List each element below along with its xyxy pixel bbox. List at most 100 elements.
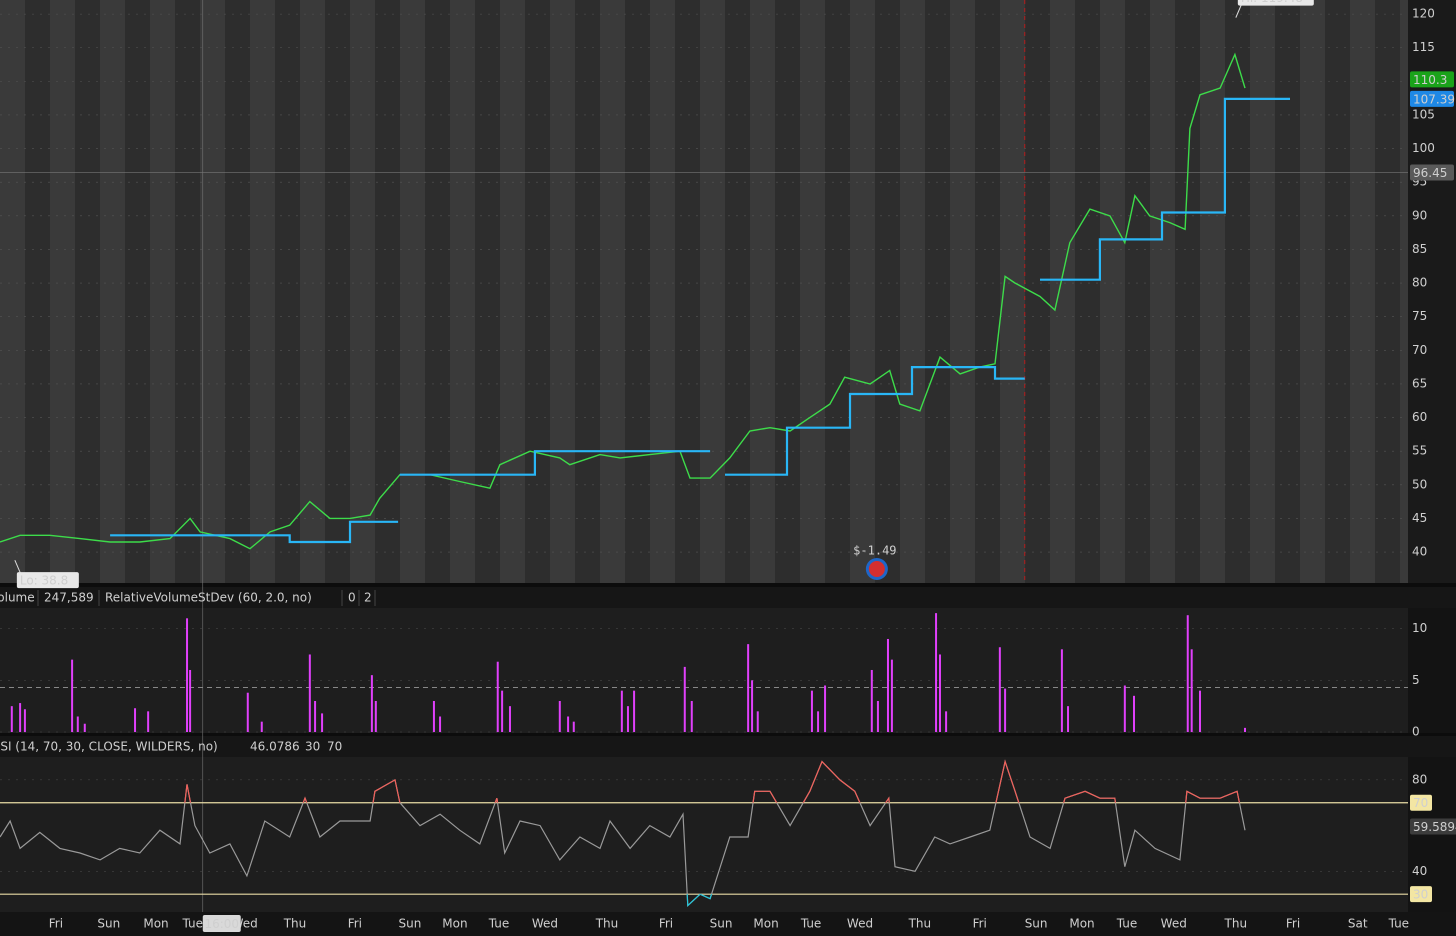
volume-bar [374,700,377,732]
volume-bar [134,708,137,732]
price-label: 110.3 [1413,73,1447,87]
y-tick-label: 10 [1412,621,1427,635]
divider [0,733,1456,736]
x-tick-label: Sat [1348,917,1368,931]
y-tick-label: 80 [1412,276,1427,290]
y-tick-label: 75 [1412,309,1427,323]
volume-bar [998,647,1001,732]
level-label: 70 [1413,796,1428,810]
volume-bar [1067,706,1070,732]
annotation: $-1.49 [853,544,896,558]
header-value: 46.0786 [250,740,300,754]
header-param: 0 [348,591,356,605]
volume-bar [83,723,86,732]
crosshair-label-box [202,915,241,932]
volume-bar [71,659,74,732]
x-tick-label: Sun [710,917,733,931]
volume-bar [1190,649,1193,732]
price-label-box [1410,164,1454,181]
volume-bar [508,706,511,732]
volume-bar [321,713,324,732]
volume-bar [19,703,22,732]
x-tick-label: Tue [488,917,510,931]
x-tick-label: Thu [1224,917,1248,931]
annotation-box [16,572,79,589]
x-axis [0,912,1456,936]
annotation: Lo: 38.8 [20,574,68,588]
volume-header [0,587,1456,608]
x-tick-label: Fri [659,917,673,931]
level-label-box [1410,794,1432,811]
x-tick-label: Thu [283,917,307,931]
y-tick-label: 0 [1412,725,1420,739]
price-panel [0,0,1408,583]
price-line [0,52,1246,550]
x-tick-label: Tue [1116,917,1138,931]
volume-bar [751,680,754,732]
x-tick-label: Thu [908,917,932,931]
annotation: Hi: 119.48 [1241,0,1303,5]
y-tick-label: 90 [1412,208,1427,222]
volume-bar [620,690,623,732]
volume-bar [938,654,941,732]
x-tick-label: Mon [1069,917,1094,931]
volume-bar [558,700,561,732]
volume-bar [439,716,442,732]
x-tick-label: Mon [442,917,467,931]
volume-bar [756,711,759,732]
header-level: 70 [327,740,342,754]
volume-bar [870,669,873,732]
annotation-box [1237,0,1314,6]
volume-bar [935,613,938,732]
x-tick-label: Mon [753,917,778,931]
volume-bar [945,711,948,732]
volume-bar [1004,688,1007,732]
price-label: 96.45 [1413,166,1447,180]
price-label: 107.39 [1413,92,1455,106]
y-tick-label: 65 [1412,376,1427,390]
y-tick-label: 85 [1412,242,1427,256]
level-label-box [1410,886,1432,903]
header-title: RSI (14, 70, 30, CLOSE, WILDERS, no) [0,740,218,754]
y-tick-label: 50 [1412,477,1427,491]
rsi-panel [0,757,1408,912]
volume-bar [1198,690,1201,732]
price-label-box [1410,90,1454,107]
volume-bar [567,716,570,732]
header-level: 30 [305,740,320,754]
volume-bar [147,711,150,732]
level-label: 30 [1413,888,1428,902]
y-tick-label: 40 [1412,545,1427,559]
volume-panel [0,608,1408,733]
volume-bar [501,690,504,732]
volume-bar [810,690,813,732]
volume-bar [626,706,629,732]
header-study: RelativeVolumeStDev (60, 2.0, no) [105,591,312,605]
y-tick-label: 105 [1412,107,1435,121]
y-tick-label: 80 [1412,772,1427,786]
y-tick-label: 100 [1412,141,1435,155]
volume-bar [23,709,26,732]
header-value_text: 247,589 [44,591,94,605]
volume-bar [747,644,750,732]
x-tick-label: Wed [1161,917,1187,931]
volume-bar [824,685,827,732]
volume-bar [314,700,317,732]
volume-bar [890,659,893,732]
x-tick-label: Fri [1286,917,1300,931]
x-tick-label: Sun [398,917,421,931]
rsi-header [0,736,1456,757]
price-label-box [1410,71,1454,88]
x-tick-label: Mon [143,917,168,931]
volume-bar [690,700,693,732]
y-tick-label: 60 [1412,410,1427,424]
volume-bar [76,716,79,732]
step-line [110,97,1290,544]
x-tick-label: Sun [1025,917,1048,931]
x-tick-label: Fri [49,917,63,931]
volume-bar [1123,685,1126,732]
y-tick-label: 5 [1412,673,1420,687]
crosshair-label: 16:00 [204,917,239,931]
volume-bar [1060,649,1063,732]
